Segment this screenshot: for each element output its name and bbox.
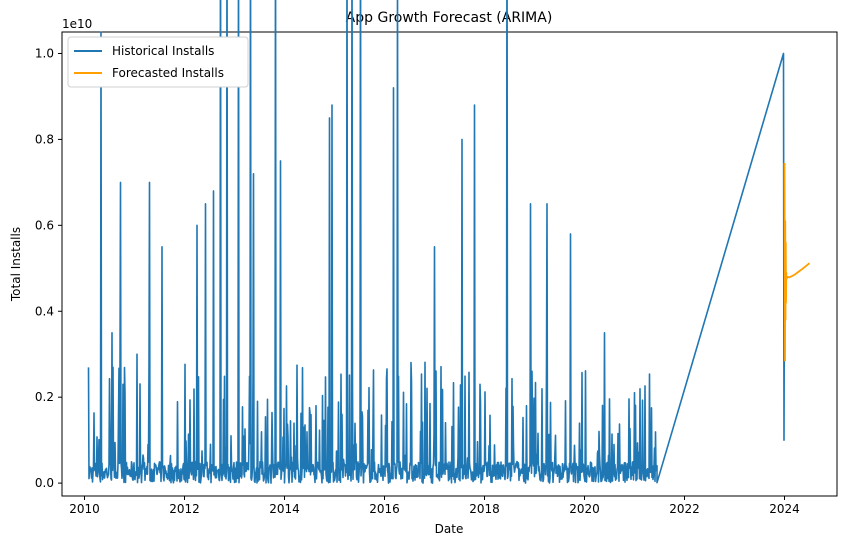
- forecasted-installs-line: [783, 163, 811, 362]
- y-tick-label: 0.0: [35, 476, 54, 490]
- y-tick-label: 0.6: [35, 218, 54, 232]
- y-tick-label: 0.8: [35, 132, 54, 146]
- x-tick-label: 2024: [769, 502, 800, 516]
- x-tick-label: 2012: [169, 502, 200, 516]
- legend-box: [67, 36, 249, 88]
- historical-installs-line: [87, 0, 786, 484]
- x-tick-label: 2022: [669, 502, 700, 516]
- legend: Historical Installs Forecasted Installs: [67, 36, 249, 88]
- x-axis-label: Date: [435, 522, 464, 536]
- y-axis: 0.0 0.2 0.4 0.6 0.8 1.0: [35, 46, 62, 490]
- x-tick-label: 2018: [469, 502, 500, 516]
- x-tick-label: 2016: [369, 502, 400, 516]
- legend-entry: Historical Installs: [112, 44, 214, 58]
- y-offset-label: 1e10: [62, 17, 92, 31]
- x-tick-label: 2020: [569, 502, 600, 516]
- legend-entry: Forecasted Installs: [112, 66, 224, 80]
- chart-title: App Growth Forecast (ARIMA): [346, 10, 553, 26]
- x-tick-label: 2010: [69, 502, 100, 516]
- x-tick-label: 2014: [269, 502, 300, 516]
- y-tick-label: 0.4: [35, 304, 54, 318]
- y-axis-label: Total Installs: [9, 227, 23, 302]
- y-tick-label: 0.2: [35, 390, 54, 404]
- plot-area: [61, 31, 838, 497]
- plot-frame: [61, 31, 838, 497]
- x-axis: 2010 2012 2014 2016 2018 2020 2022 2024: [69, 496, 800, 516]
- y-tick-label: 1.0: [35, 46, 54, 60]
- series-layer: [87, 0, 811, 484]
